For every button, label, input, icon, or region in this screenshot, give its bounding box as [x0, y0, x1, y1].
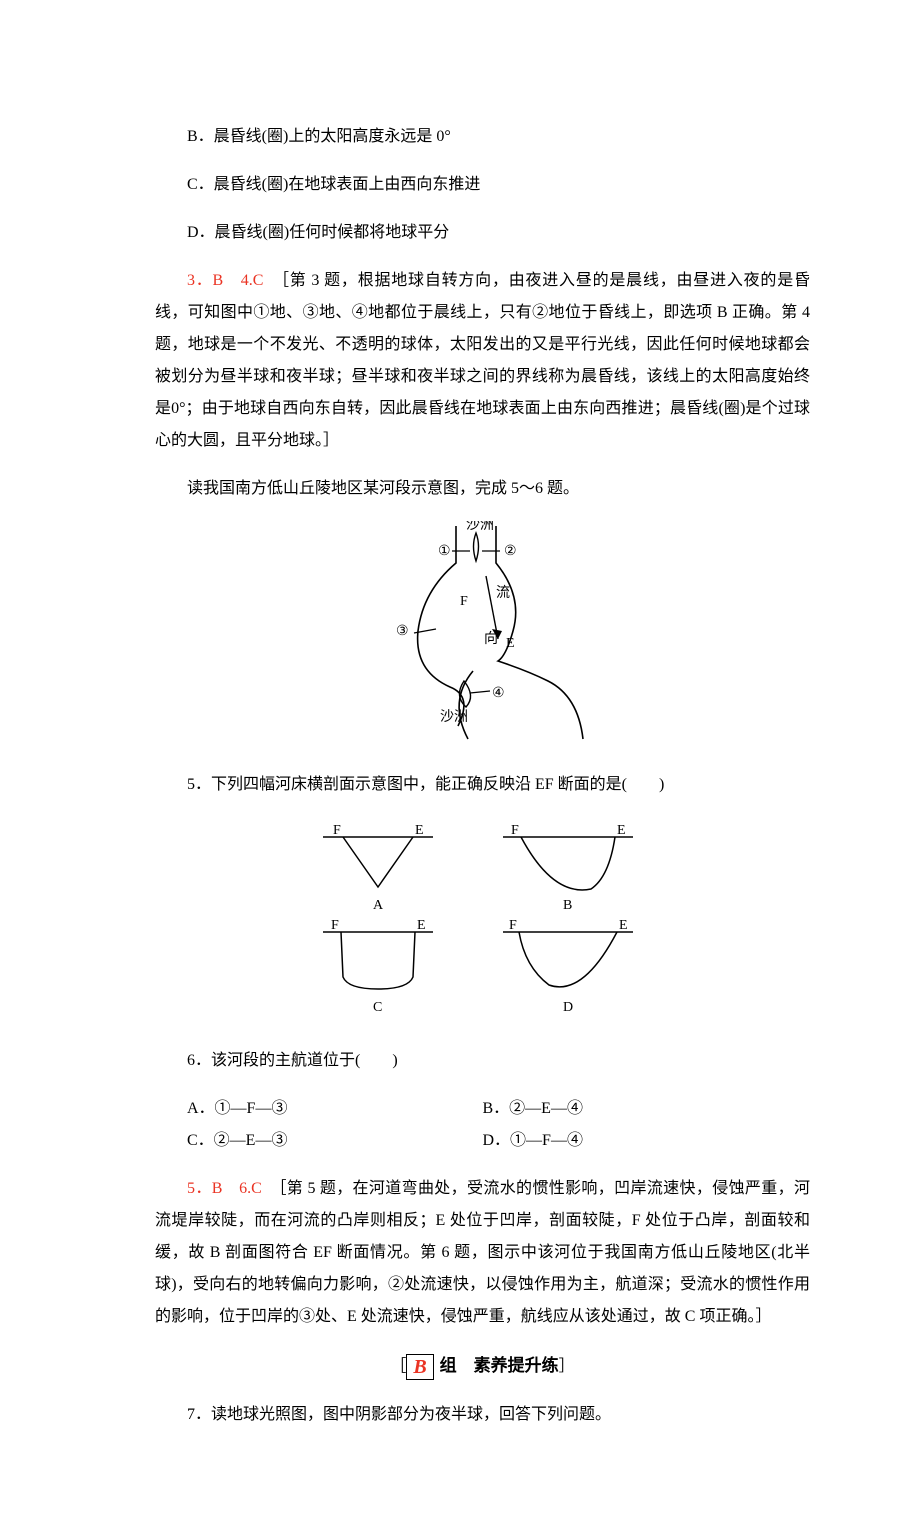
question-5: 5．下列四幅河床横剖面示意图中，能正确反映沿 EF 断面的是( ) — [155, 769, 810, 801]
option-c: C．晨昏线(圈)在地球表面上由西向东推进 — [155, 169, 810, 201]
answer-5-6-label: 5．B 6.C — [187, 1180, 262, 1197]
label-3: ③ — [396, 624, 409, 639]
label-sand-bot: 沙洲 — [440, 710, 468, 725]
figure-cross-sections: F E A F E B F E C — [155, 817, 810, 1029]
option-b: B．晨昏线(圈)上的太阳高度永远是 0° — [155, 121, 810, 153]
answer-5-6: 5．B 6.C ［第 5 题，在河道弯曲处，受流水的惯性影响，凹岸流速快，侵蚀严… — [155, 1173, 810, 1333]
cs-B-E: E — [617, 823, 626, 838]
section-group-label: 组 素养提升练 — [440, 1356, 559, 1375]
label-flow-1: 流 — [496, 585, 510, 601]
q6-option-d: D．①—F—④ — [483, 1125, 811, 1157]
label-sand-top: 沙洲 — [466, 521, 494, 533]
cs-A-F: F — [333, 823, 341, 838]
cs-D-label: D — [563, 1000, 573, 1015]
q6-option-b: B．②—E—④ — [483, 1093, 811, 1125]
figure-river: 沙洲 ① ② F 流 ③ 向 E ④ 沙洲 — [155, 521, 810, 753]
q6-option-a: A．①—F—③ — [155, 1093, 483, 1125]
question-6: 6．该河段的主航道位于( ) — [155, 1045, 810, 1077]
cs-D-F: F — [509, 918, 517, 933]
answer-5-6-text: ［第 5 题，在河道弯曲处，受流水的惯性影响，凹岸流速快，侵蚀严重，河流堤岸较陡… — [155, 1180, 810, 1325]
section-b-box: B — [406, 1354, 433, 1380]
cs-D-E: E — [619, 918, 628, 933]
q6-options-row1: A．①—F—③ B．②—E—④ — [155, 1093, 810, 1125]
answer-3-4-text: ［第 3 题，根据地球自转方向，由夜进入昼的是晨线，由昼进入夜的是昏线，可知图中… — [155, 272, 810, 449]
cs-C-label: C — [373, 1000, 382, 1015]
section-heading: ［B组 素养提升练］ — [155, 1349, 810, 1383]
cs-C-F: F — [331, 918, 339, 933]
q6-option-c: C．②—E—③ — [155, 1125, 483, 1157]
intro-5-6: 读我国南方低山丘陵地区某河段示意图，完成 5～6 题。 — [155, 473, 810, 505]
cs-A-label: A — [373, 898, 384, 913]
question-7: 7．读地球光照图，图中阴影部分为夜半球，回答下列问题。 — [155, 1399, 810, 1431]
label-E: E — [506, 636, 515, 651]
answer-3-4: 3．B 4.C ［第 3 题，根据地球自转方向，由夜进入昼的是晨线，由昼进入夜的… — [155, 265, 810, 457]
label-F: F — [460, 594, 468, 609]
q6-options-row2: C．②—E—③ D．①—F—④ — [155, 1125, 810, 1157]
label-4: ④ — [492, 686, 505, 701]
cs-B-label: B — [563, 898, 572, 913]
cs-B-F: F — [511, 823, 519, 838]
option-d: D．晨昏线(圈)任何时候都将地球平分 — [155, 217, 810, 249]
answer-3-4-label: 3．B 4.C — [187, 272, 263, 289]
label-1: ① — [438, 544, 451, 559]
label-flow-2: 向 — [484, 631, 498, 647]
label-2: ② — [504, 544, 517, 559]
cs-A-E: E — [415, 823, 424, 838]
cs-C-E: E — [417, 918, 426, 933]
